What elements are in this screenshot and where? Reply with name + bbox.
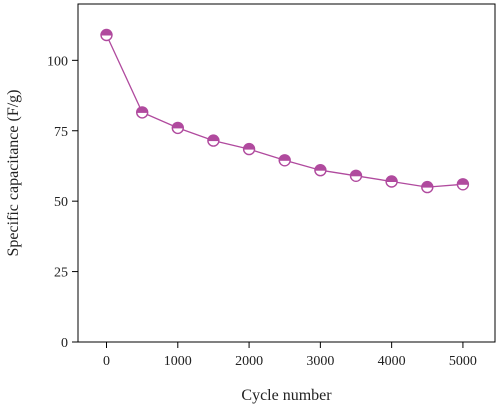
x-axis: 0 1000 2000 3000 4000 5000 <box>103 342 477 369</box>
data-point <box>456 178 470 191</box>
data-point <box>207 134 220 147</box>
y-tick-label: 75 <box>54 125 68 140</box>
data-point <box>171 121 185 135</box>
y-tick-label: 50 <box>54 195 68 210</box>
y-tick-label: 25 <box>54 266 68 281</box>
data-point <box>135 106 149 119</box>
x-tick-label: 2000 <box>235 354 263 369</box>
x-tick-label: 5000 <box>449 354 477 369</box>
data-point <box>100 28 113 42</box>
data-point <box>385 175 398 188</box>
x-tick-label: 0 <box>103 354 110 369</box>
y-axis: 0 25 50 75 100 <box>47 54 78 351</box>
y-tick-label: 100 <box>47 54 68 69</box>
x-tick-label: 1000 <box>164 354 192 369</box>
x-tick-label: 3000 <box>306 354 334 369</box>
data-point <box>349 169 363 183</box>
plot-frame <box>77 3 496 343</box>
x-tick-label: 4000 <box>378 354 406 369</box>
data-point <box>278 154 291 167</box>
data-point <box>421 180 434 194</box>
data-point <box>242 142 256 156</box>
series-layer <box>100 28 470 194</box>
y-axis-title: Specific capacitance (F/g) <box>5 89 22 256</box>
x-axis-title: Cycle number <box>241 387 332 404</box>
data-point <box>314 163 327 177</box>
y-tick-label: 0 <box>61 336 68 351</box>
